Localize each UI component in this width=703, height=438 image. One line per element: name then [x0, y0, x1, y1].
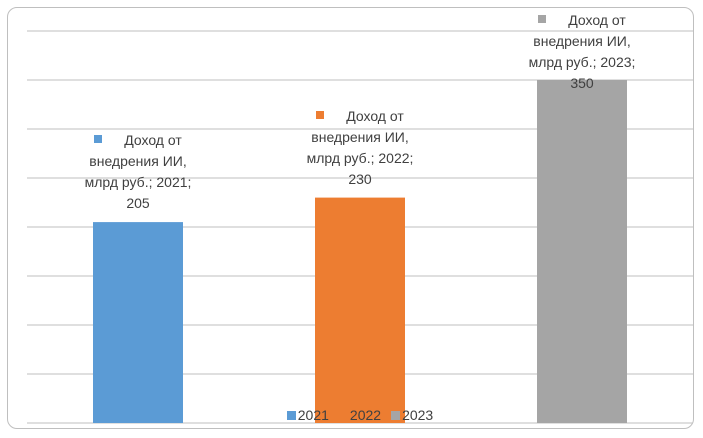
chart-border	[7, 7, 694, 429]
data-label-text: Доход от внедрения ИИ, млрд руб.; 2021; …	[84, 132, 192, 212]
legend-swatch	[286, 411, 296, 420]
bar	[93, 222, 183, 423]
legend-label: 2023	[402, 407, 434, 423]
legend-item: 2022	[338, 407, 382, 423]
label-swatch	[538, 15, 547, 23]
legend-item: 2023	[391, 407, 433, 423]
label-swatch	[94, 135, 103, 144]
legend-item: 2021	[286, 407, 329, 423]
label-swatch	[316, 110, 325, 119]
data-label-text: Доход от внедрения ИИ, млрд руб.; 2023; …	[528, 12, 636, 91]
data-label: Доход от внедрения ИИ, млрд руб.; 2022; …	[294, 106, 426, 190]
legend-label: 2021	[297, 407, 329, 423]
legend-label: 2022	[349, 407, 382, 423]
bar	[537, 80, 627, 423]
data-label-text: Доход от внедрения ИИ, млрд руб.; 2022; …	[306, 107, 414, 187]
legend-swatch	[391, 411, 401, 420]
legend: 2021 2022 2023	[0, 407, 703, 423]
data-label: Доход от внедрения ИИ, млрд руб.; 2023; …	[516, 10, 648, 94]
bar	[315, 197, 405, 423]
legend-swatch	[338, 411, 348, 420]
data-label: Доход от внедрения ИИ, млрд руб.; 2021; …	[72, 130, 204, 214]
